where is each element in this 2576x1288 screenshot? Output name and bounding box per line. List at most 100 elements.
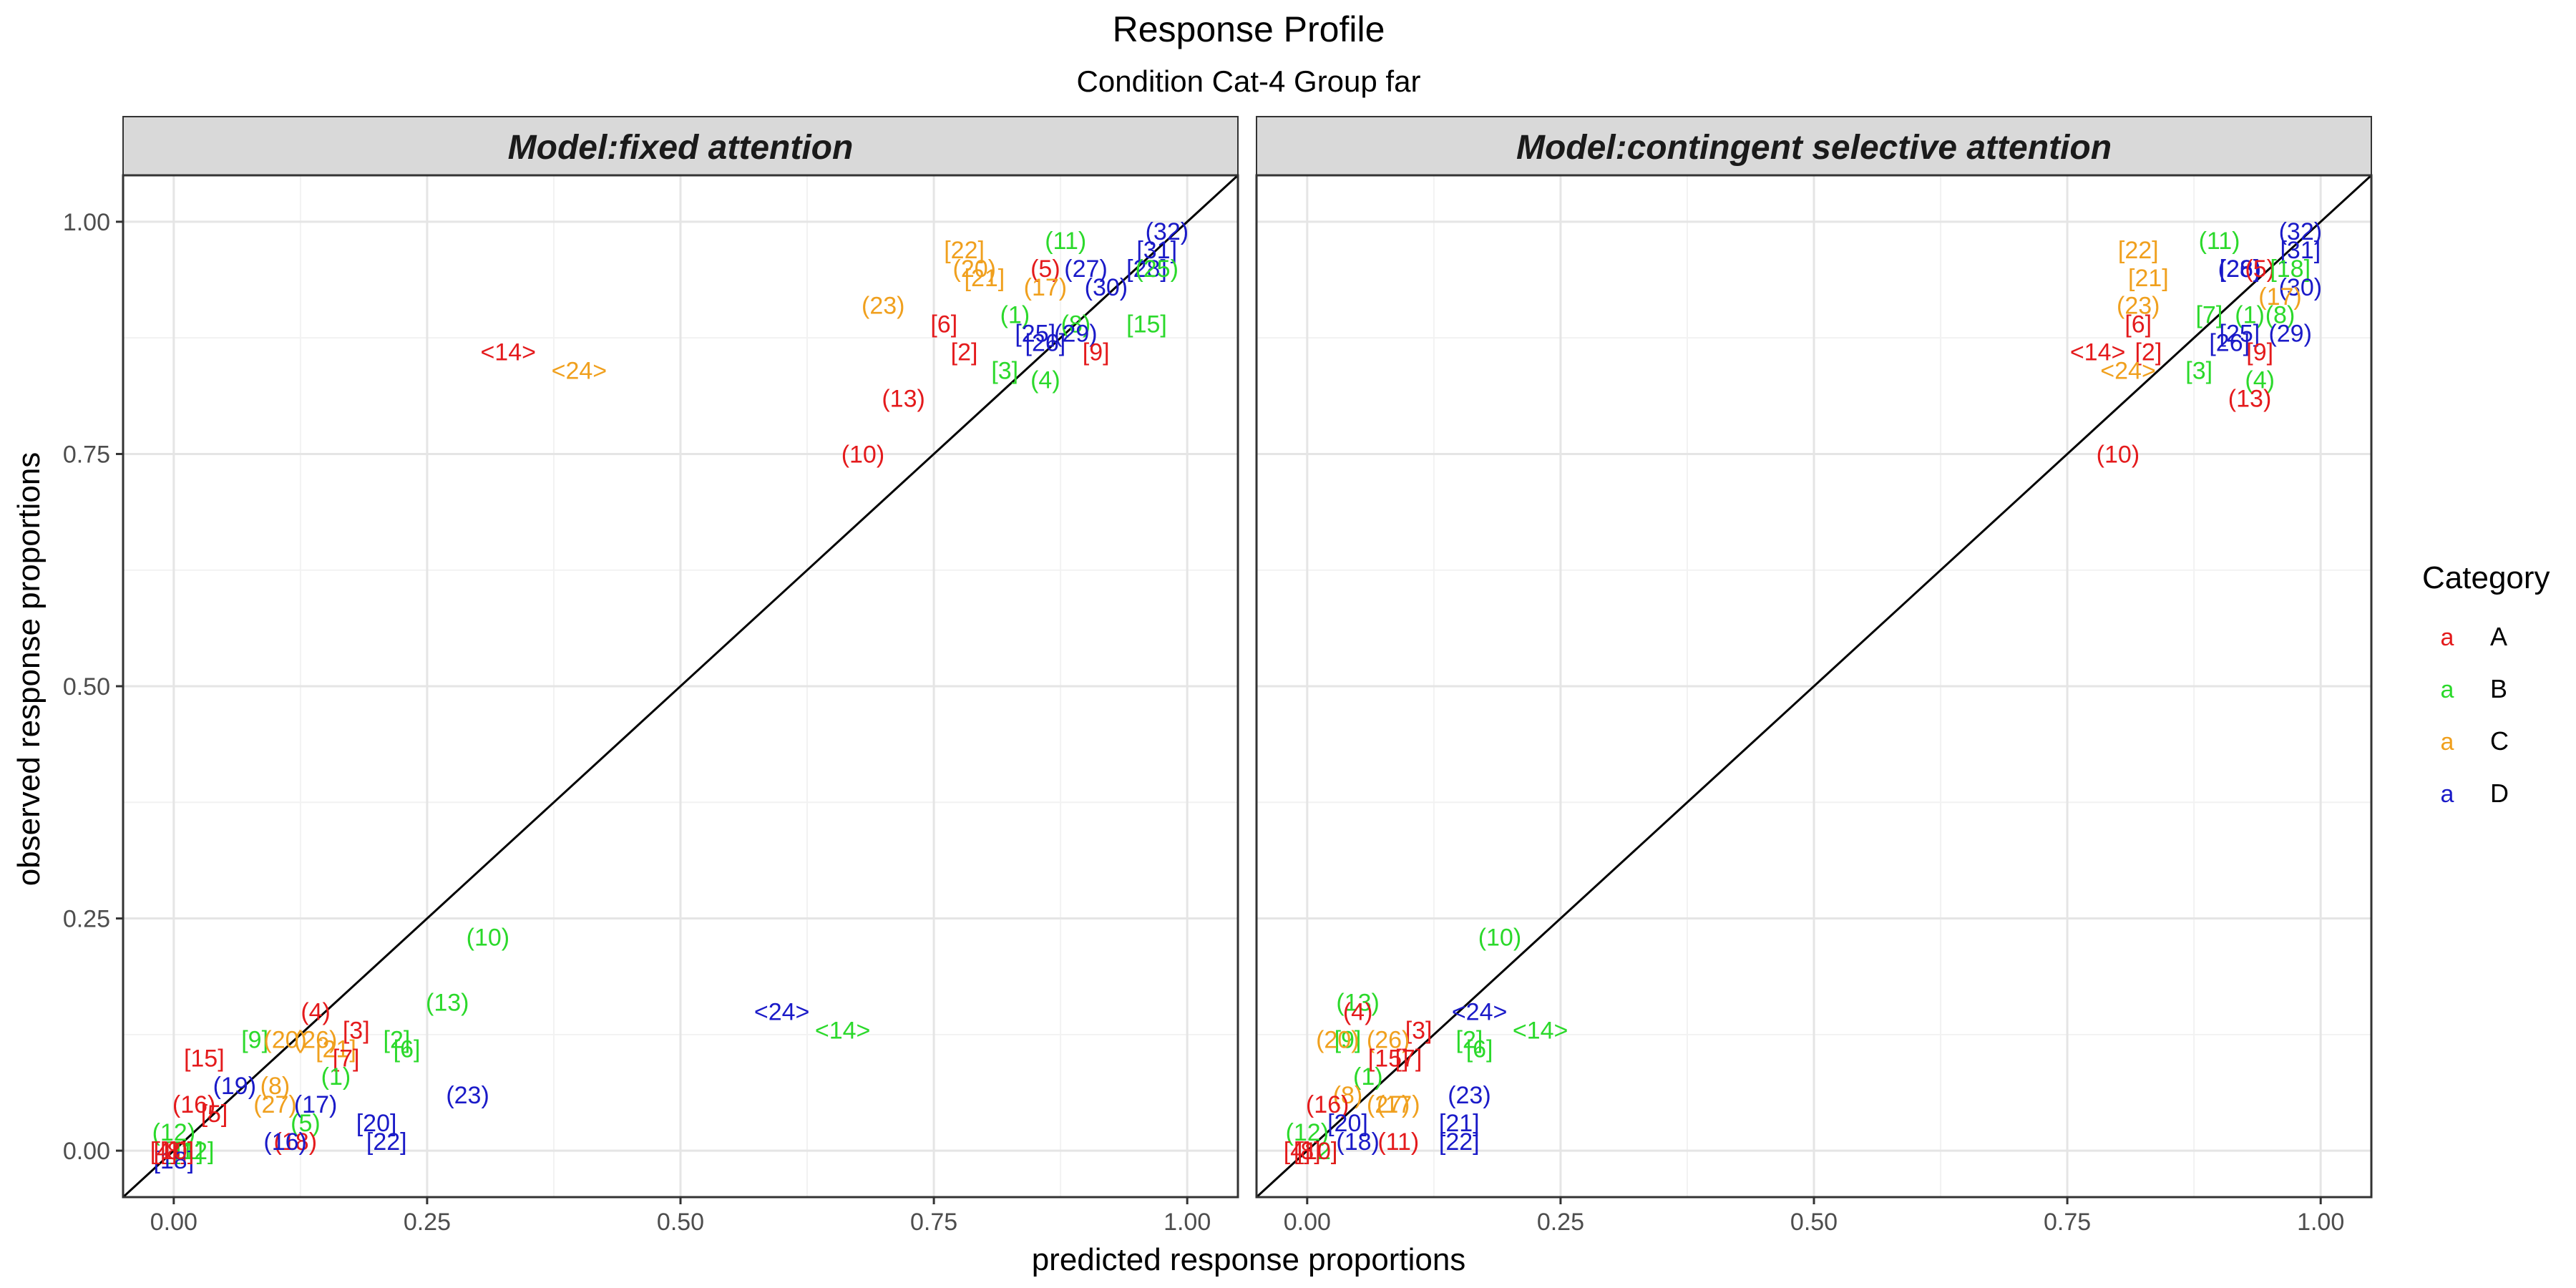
data-point-label: (5)	[291, 1110, 321, 1137]
data-point-label: <24>	[1452, 998, 1508, 1025]
x-tick-label: 0.50	[657, 1209, 704, 1236]
data-point-label: (8)	[1061, 311, 1091, 338]
data-point-label: [22]	[1439, 1128, 1480, 1156]
data-point-label: [8]	[160, 1138, 187, 1165]
y-tick-label: 0.25	[63, 906, 110, 933]
data-point-label: [2]	[1456, 1026, 1483, 1053]
x-tick-label: 1.00	[2297, 1209, 2344, 1236]
data-point-label: (4)	[2245, 367, 2275, 394]
data-point-label: [3]	[991, 358, 1018, 385]
data-point-label: (32)	[2279, 218, 2322, 245]
grid	[1257, 175, 2371, 1197]
data-point-label: (4)	[301, 998, 331, 1025]
x-tick-label: 0.25	[404, 1209, 451, 1236]
data-point-label: (17)	[294, 1091, 337, 1118]
data-point-label: [21]	[2128, 265, 2169, 292]
x-tick-label: 0.75	[2044, 1209, 2091, 1236]
data-point-label: (26)	[2218, 255, 2261, 283]
data-point-label: [4]	[150, 1138, 177, 1165]
data-point-label: (16)	[263, 1128, 306, 1156]
data-point-label: (27)	[253, 1091, 296, 1118]
data-point-label: [28]	[1126, 255, 1167, 283]
x-tick-label: 0.00	[1284, 1209, 1331, 1236]
data-point-label: (20)	[1316, 1026, 1359, 1053]
data-point-label: (5)	[1030, 255, 1060, 283]
data-point-label: (1)	[1353, 1063, 1383, 1091]
data-point-label: [9]	[2246, 339, 2273, 366]
legend-key-c: a	[2441, 728, 2454, 756]
data-point-label: (30)	[2279, 274, 2322, 301]
identity-line	[1257, 175, 2371, 1197]
data-point-label: <24>	[2100, 358, 2156, 385]
data-point-label: [22]	[944, 237, 985, 264]
y-tick-label: 0.75	[63, 441, 110, 468]
data-point-label: [10]	[1297, 1138, 1338, 1165]
legend-key-a: a	[2441, 624, 2454, 651]
data-point-label: [21]	[1439, 1110, 1480, 1137]
data-point-label: (11)	[1045, 228, 1086, 255]
data-point-label: [9]	[1083, 339, 1110, 366]
data-point-label: (19)	[213, 1073, 256, 1100]
data-point-label: (17)	[1024, 274, 1067, 301]
data-point-label: (1)	[1000, 302, 1030, 329]
data-point-label: (1)	[321, 1063, 351, 1091]
chart-subtitle: Condition Cat-4 Group far	[1077, 64, 1421, 98]
data-point-label: [12]	[1297, 1138, 1338, 1165]
x-tick-label: 1.00	[1163, 1209, 1211, 1236]
x-tick-label: 0.25	[1537, 1209, 1584, 1236]
data-point-label: (29)	[1054, 321, 1097, 348]
panel-title: Model:contingent selective attention	[1516, 129, 2112, 167]
data-point-label: (23)	[1448, 1082, 1491, 1109]
data-point-label: (11)	[2199, 228, 2240, 255]
panel-title: Model:fixed attention	[508, 129, 854, 167]
data-point-label: (12)	[152, 1119, 195, 1146]
legend-label-a: A	[2490, 622, 2507, 651]
x-tick-label: 0.00	[150, 1209, 197, 1236]
data-point-label: (4)	[1343, 998, 1373, 1025]
data-point-label: (17)	[1377, 1091, 1420, 1118]
data-point-label: (12)	[1286, 1119, 1329, 1146]
data-point-label: [6]	[930, 311, 957, 338]
data-point-label: [31]	[2280, 237, 2321, 264]
data-point-label: [21]	[316, 1035, 356, 1063]
data-point-label: (18)	[274, 1128, 317, 1156]
data-point-label: [20]	[356, 1110, 397, 1137]
data-point-label: (29)	[2268, 321, 2311, 348]
data-point-label: (5)	[2245, 255, 2275, 283]
data-point-label: [20]	[1327, 1110, 1368, 1137]
data-point-label: [4]	[1284, 1138, 1311, 1165]
data-point-label: [2]	[384, 1026, 411, 1053]
data-point-label: [18]	[2270, 255, 2311, 283]
data-point-label: [6]	[2124, 311, 2152, 338]
panel-1: Model:fixed attention(32)(11) [31][22](20…	[63, 116, 1239, 1236]
legend-label-d: D	[2490, 779, 2509, 808]
data-point-label: [15]	[184, 1045, 225, 1072]
data-point-label: (10)	[841, 441, 884, 468]
data-point-label: [15]	[1368, 1045, 1409, 1072]
data-point-label: [6]	[1466, 1035, 1493, 1063]
data-point-label: (4)	[1030, 367, 1060, 394]
data-point-label: [3]	[2185, 358, 2212, 385]
data-point-label: (30)	[1085, 274, 1128, 301]
data-point-label: [26]	[1025, 330, 1066, 357]
data-point-label: (25)	[1135, 255, 1178, 283]
data-point-label: [18]	[153, 1147, 194, 1174]
data-point-label: (26)	[1367, 1026, 1410, 1053]
data-point-label: [22]	[2118, 237, 2159, 264]
data-point-label: (27)	[1367, 1091, 1410, 1118]
legend: Category a Aa Ba Ca D	[2422, 560, 2550, 808]
data-point-label: (10)	[467, 924, 509, 952]
y-axis-label: observed response proportions	[11, 452, 47, 887]
data-point-label: (23)	[446, 1082, 489, 1109]
data-point-label: [2]	[2135, 339, 2162, 366]
x-tick-label: 0.50	[1790, 1209, 1838, 1236]
data-point-label: (20)	[263, 1026, 306, 1053]
data-point-label: [7]	[333, 1045, 360, 1072]
data-point-label: (8)	[2265, 302, 2296, 329]
data-point-label: (26)	[294, 1026, 337, 1053]
legend-title: Category	[2422, 560, 2550, 595]
data-point-label: [3]	[1405, 1017, 1433, 1044]
data-point-label: (10)	[1478, 924, 1521, 952]
panel-2: Model:contingent selective attention (32)…	[1255, 116, 2373, 1236]
